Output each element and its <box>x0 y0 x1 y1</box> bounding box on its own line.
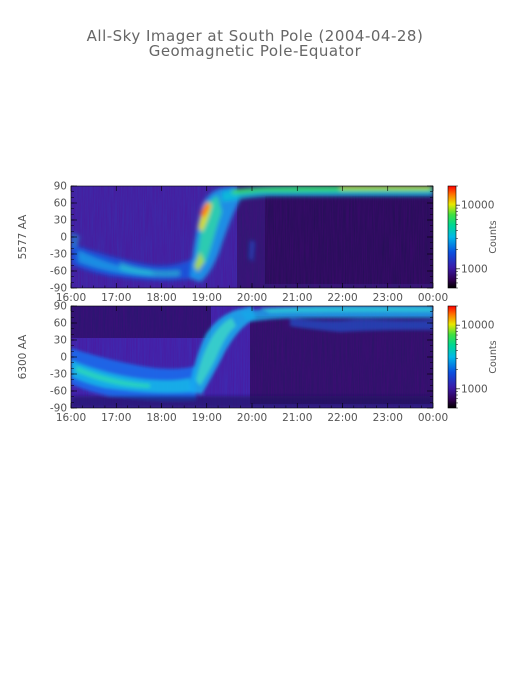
panel1-x-tick-label: 00:00 <box>418 292 448 304</box>
panel1-x-tick-label: 20:00 <box>237 292 267 304</box>
panel2-x-tick-label: 20:00 <box>237 412 267 424</box>
panel2-y-tick-label: -30 <box>50 369 67 381</box>
panel1-y-tick-label: -90 <box>50 283 67 295</box>
panel1-x-tick-label: 19:00 <box>192 292 222 304</box>
panel2-y-axis-label: 6300 AA <box>17 334 29 380</box>
panel1-colorbar-tick-label: 1000 <box>461 263 488 275</box>
chart-subtitle: Geomagnetic Pole-Equator <box>148 42 362 60</box>
panel1-colorbar-tick-label: 10000 <box>461 200 494 212</box>
panel2-y-tick-label: 60 <box>54 318 67 330</box>
panel2-x-tick-label: 18:00 <box>146 412 176 424</box>
panel1-x-tick-label: 16:00 <box>56 292 86 304</box>
panel2-x-tick-label: 16:00 <box>56 412 86 424</box>
panel2-colorbar-tick-label: 1000 <box>461 383 488 395</box>
panel1-y-tick-label: 0 <box>60 232 67 244</box>
colorbar-6300 <box>447 305 457 409</box>
panel1-x-tick-label: 22:00 <box>327 292 357 304</box>
panel2-x-tick-label: 23:00 <box>373 412 403 424</box>
heatmap-6300 <box>70 305 434 409</box>
panel1-x-tick-label: 17:00 <box>101 292 131 304</box>
panel1-x-tick-label: 21:00 <box>282 292 312 304</box>
panel1-y-tick-label: -30 <box>50 249 67 261</box>
panel1-y-tick-label: 60 <box>54 198 67 210</box>
panel2-x-tick-label: 22:00 <box>327 412 357 424</box>
panel2-x-tick-label: 00:00 <box>418 412 448 424</box>
panel1-x-tick-label: 23:00 <box>373 292 403 304</box>
panel2-x-tick-label: 17:00 <box>101 412 131 424</box>
heatmap-5577 <box>70 185 434 289</box>
panel2-y-tick-label: 0 <box>60 352 67 364</box>
chart-title: All-Sky Imager at South Pole (2004-04-28… <box>86 27 424 45</box>
panel2-y-tick-label: -90 <box>50 403 67 415</box>
panel2-x-tick-label: 21:00 <box>282 412 312 424</box>
panel1-y-axis-label: 5577 AA <box>17 214 29 260</box>
panel2-colorbar-tick-label: 10000 <box>461 320 494 332</box>
panel1-y-tick-label: -60 <box>50 266 67 278</box>
panel2-y-tick-label: 30 <box>54 335 67 347</box>
panel1-colorbar-label: Counts <box>488 220 499 253</box>
colorbar-5577 <box>447 185 457 289</box>
panel1-y-tick-label: 90 <box>54 181 67 193</box>
panel2-y-tick-label: -60 <box>50 386 67 398</box>
panel2-y-tick-label: 90 <box>54 301 67 313</box>
panel1-y-tick-label: 30 <box>54 215 67 227</box>
panel2-colorbar-label: Counts <box>488 340 499 373</box>
panel2-x-tick-label: 19:00 <box>192 412 222 424</box>
panel1-x-tick-label: 18:00 <box>146 292 176 304</box>
